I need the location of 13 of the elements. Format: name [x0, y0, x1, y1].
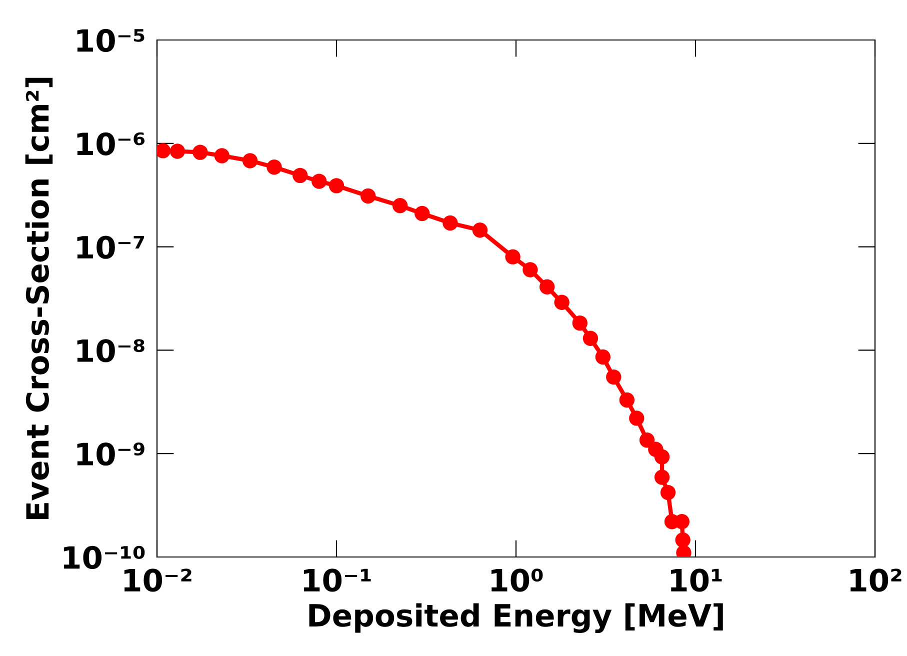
x-tick-label: 10⁻²	[124, 568, 192, 592]
y-tick-label: 10⁻⁶	[77, 132, 145, 156]
y-tick-label: 10⁻¹⁰	[64, 546, 145, 570]
x-tick-label: 10²	[850, 568, 902, 592]
y-axis-title: Event Cross-Section [cm²]	[25, 78, 53, 519]
x-tick-label: 10⁻¹	[304, 568, 371, 592]
x-tick-label: 10⁰	[491, 568, 543, 592]
y-tick-label: 10⁻⁷	[77, 236, 144, 259]
y-tick-label: 10⁻⁵	[77, 28, 144, 52]
y-tick-label: 10⁻⁹	[77, 442, 144, 466]
x-axis-title: Deposited Energy [MeV]	[309, 603, 723, 634]
x-tick-label: 10¹	[670, 568, 722, 592]
y-tick-label: 10⁻⁸	[77, 339, 144, 362]
